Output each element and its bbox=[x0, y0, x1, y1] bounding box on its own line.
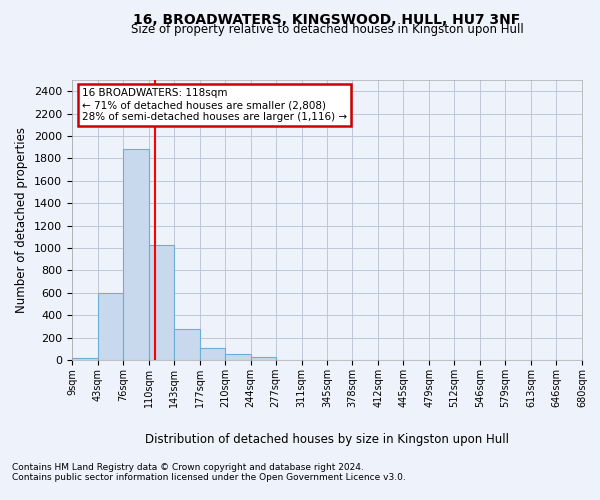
Bar bbox=[149, 244, 174, 360]
Y-axis label: Number of detached properties: Number of detached properties bbox=[16, 127, 28, 313]
Bar bbox=[98, 293, 123, 360]
Bar bbox=[72, 358, 98, 360]
Text: Contains HM Land Registry data © Crown copyright and database right 2024.: Contains HM Land Registry data © Crown c… bbox=[12, 464, 364, 472]
Bar bbox=[251, 357, 275, 360]
Bar bbox=[200, 348, 225, 360]
Text: Contains public sector information licensed under the Open Government Licence v3: Contains public sector information licen… bbox=[12, 474, 406, 482]
Bar bbox=[225, 354, 251, 360]
Text: 16, BROADWATERS, KINGSWOOD, HULL, HU7 3NF: 16, BROADWATERS, KINGSWOOD, HULL, HU7 3N… bbox=[133, 12, 521, 26]
Text: Distribution of detached houses by size in Kingston upon Hull: Distribution of detached houses by size … bbox=[145, 432, 509, 446]
Bar bbox=[174, 328, 200, 360]
Text: 16 BROADWATERS: 118sqm
← 71% of detached houses are smaller (2,808)
28% of semi-: 16 BROADWATERS: 118sqm ← 71% of detached… bbox=[82, 88, 347, 122]
Bar bbox=[123, 150, 149, 360]
Text: Size of property relative to detached houses in Kingston upon Hull: Size of property relative to detached ho… bbox=[131, 22, 523, 36]
